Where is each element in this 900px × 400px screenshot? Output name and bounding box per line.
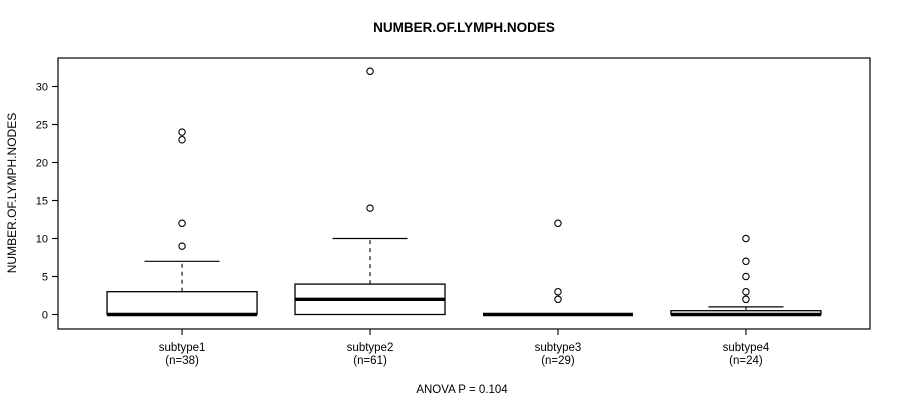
anova-annotation: ANOVA P = 0.104 (416, 384, 508, 396)
x-tick-label: subtype2 (347, 342, 394, 354)
outlier-point (366, 67, 374, 76)
y-tick-label: 25 (36, 120, 48, 132)
chart-title: NUMBER.OF.LYMPH.NODES (373, 20, 555, 35)
outlier-point (554, 287, 562, 296)
y-tick-label: 5 (42, 272, 48, 284)
outlier-point (178, 219, 186, 228)
y-tick-label: 10 (36, 234, 48, 246)
outlier-point (366, 204, 374, 212)
x-tick-label: subtype3 (535, 342, 582, 354)
y-tick-label: 15 (36, 196, 48, 208)
x-tick-sublabel: (n=29) (541, 355, 575, 367)
outlier-point (554, 219, 562, 228)
y-tick-label: 20 (36, 158, 48, 170)
y-axis-title: NUMBER.OF.LYMPH.NODES (5, 113, 19, 273)
x-tick-sublabel: (n=61) (353, 355, 387, 367)
outlier-point (742, 272, 750, 281)
plot-frame (57, 57, 871, 330)
outlier-point (554, 295, 562, 304)
outlier-point (742, 234, 750, 243)
y-tick-label: 30 (36, 82, 48, 94)
x-tick-label: subtype1 (159, 342, 206, 354)
x-tick-sublabel: (n=24) (729, 355, 763, 367)
outlier-point (178, 242, 186, 250)
box-iqr (106, 291, 258, 316)
outlier-point (178, 135, 186, 144)
outlier-point (742, 295, 750, 304)
plot-area: 0 5 10 15 20 25 30 subtype1(n=38) subtype2(n=61)… (36, 57, 871, 367)
outlier-point (742, 287, 750, 296)
outlier-point (742, 257, 750, 266)
x-tick-sublabel: (n=38) (165, 355, 199, 367)
x-tick-label: subtype4 (723, 342, 770, 354)
outlier-point (178, 128, 186, 136)
y-tick-label: 0 (42, 310, 48, 322)
